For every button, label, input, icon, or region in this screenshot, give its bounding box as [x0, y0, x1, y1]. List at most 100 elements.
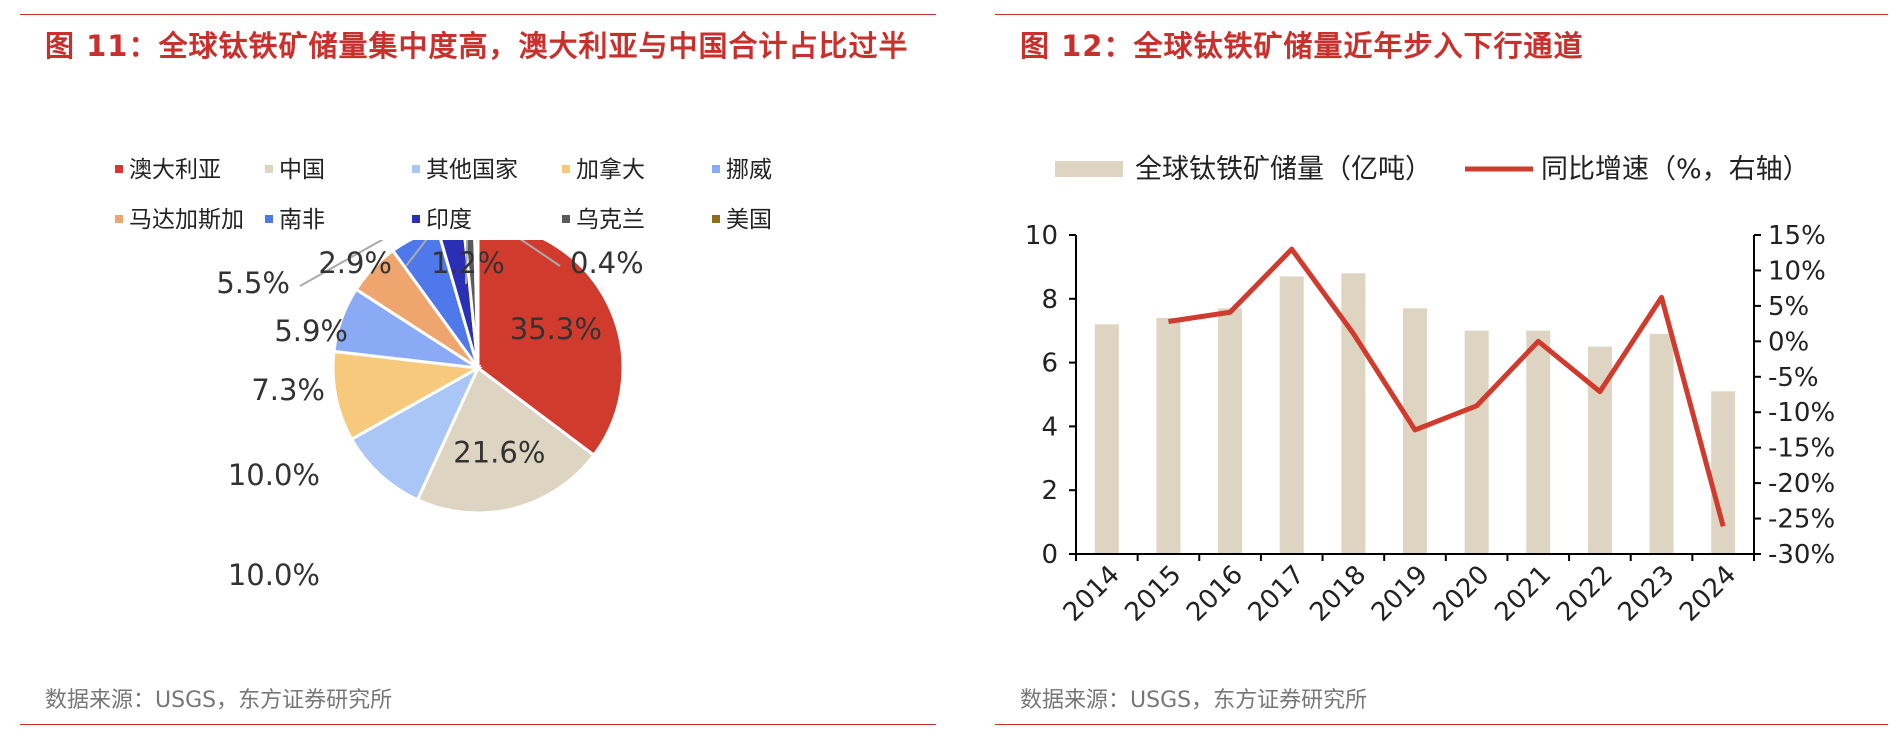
bar: [1464, 330, 1489, 554]
right-tick-label: -25%: [1768, 505, 1835, 535]
bar: [1156, 317, 1181, 554]
right-tick-label: -20%: [1768, 469, 1835, 499]
pie-slice: [331, 349, 483, 442]
legend-label: 马达加斯加: [129, 207, 244, 233]
pie-legend-item: 南非: [265, 200, 325, 234]
right-tick-label: -30%: [1768, 540, 1835, 570]
legend-swatch: [412, 164, 420, 173]
bottom-rule: [20, 724, 936, 725]
legend-label: 印度: [426, 207, 472, 233]
left-tick-label: 4: [1041, 412, 1058, 442]
legend-swatch: [115, 164, 123, 173]
chart-legend: 全球钛铁矿储量（亿吨） 同比增速（%，右轴）: [1055, 154, 1810, 185]
pie-leader-line: [519, 240, 561, 267]
bottom-rule: [995, 724, 1888, 725]
bar: [1094, 324, 1119, 554]
right-tick-label: 5%: [1768, 292, 1809, 322]
legend-swatch: [562, 164, 570, 173]
pie-legend-item: 马达加斯加: [115, 200, 244, 234]
legend-label: 中国: [279, 157, 325, 183]
x-tick-label: 2014: [1058, 560, 1126, 628]
right-tick-label: -10%: [1768, 398, 1835, 428]
legend-bar-swatch: [1055, 161, 1123, 177]
right-tick-label: 10%: [1768, 256, 1826, 286]
legend-bar-label: 全球钛铁矿储量（亿吨）: [1135, 154, 1432, 185]
legend-swatch: [265, 214, 273, 223]
right-tick-label: -15%: [1768, 434, 1835, 464]
left-figure-panel: 图 11：全球钛铁矿储量集中度高，澳大利亚与中国合计占比过半 澳大利亚 中国 其他国…: [0, 0, 940, 738]
pie-chart: 35.3% 21.6% 10.0% 10.0% 7.3% 5.9% 5.5% 2.9% 1.2%…: [216, 240, 644, 592]
top-rule: [995, 14, 1888, 15]
pie-value-label: 21.6%: [453, 435, 545, 469]
pie-slice: [476, 240, 625, 458]
figure-12-title: 图 12：全球钛铁矿储量近年步入下行通道: [1020, 29, 1584, 63]
pie-value-label: 2.9%: [318, 246, 392, 280]
pie-leader-line: [405, 240, 428, 267]
left-tick-label: 10: [1025, 221, 1058, 251]
pie-value-label: 5.9%: [274, 314, 348, 348]
bar: [1649, 333, 1674, 554]
pie-legend-item: 澳大利亚: [115, 150, 221, 184]
pie-legend-item: 挪威: [712, 150, 772, 184]
pie-value-label: 10.0%: [228, 558, 320, 592]
legend-swatch: [115, 214, 123, 223]
right-tick-label: 15%: [1768, 221, 1826, 251]
source-note: 数据来源：USGS，东方证券研究所: [1020, 688, 1368, 713]
legend-swatch: [562, 214, 570, 223]
x-tick-label: 2022: [1551, 560, 1619, 628]
right-tick-label: 0%: [1768, 327, 1809, 357]
pie-value-label: 7.3%: [251, 373, 325, 407]
pie-legend-item: 加拿大: [562, 150, 645, 184]
legend-label: 美国: [726, 207, 772, 233]
pie-slice: [473, 240, 480, 369]
x-tick-label: 2016: [1181, 560, 1249, 628]
left-tick-label: 6: [1041, 349, 1058, 379]
legend-swatch: [712, 214, 720, 223]
pie-legend-item: 乌克兰: [562, 200, 645, 234]
pie-value-label: 5.5%: [216, 266, 290, 300]
bar: [1218, 308, 1243, 554]
pie-leader-line: [465, 240, 469, 285]
bar: [1341, 273, 1366, 554]
pie-legend-item: 其他国家: [412, 150, 518, 184]
left-tick-label: 8: [1041, 285, 1058, 315]
pie-value-label: 35.3%: [510, 312, 602, 346]
legend-swatch: [712, 164, 720, 173]
left-tick-label: 0: [1041, 540, 1058, 570]
pie-slice: [349, 364, 482, 502]
source-note: 数据来源：USGS，东方证券研究所: [45, 688, 393, 713]
x-tick-label: 2023: [1612, 560, 1680, 628]
legend-label: 加拿大: [576, 157, 645, 183]
bar-line-chart: 全球钛铁矿储量（亿吨） 同比增速（%，右轴） 0 2 4 6 8 10 -30% -25% -20%…: [1025, 154, 1835, 628]
x-tick-label: 2020: [1428, 560, 1496, 628]
x-tick-label: 2021: [1489, 560, 1557, 628]
pie-legend-item: 美国: [712, 200, 772, 234]
legend-label: 乌克兰: [576, 207, 645, 233]
bar: [1279, 276, 1304, 554]
legend-label: 其他国家: [426, 157, 518, 183]
right-figure-panel: 图 12：全球钛铁矿储量近年步入下行通道 全球钛铁矿储量（亿吨） 同比增速（%，右…: [975, 0, 1892, 738]
legend-swatch: [265, 164, 273, 173]
x-tick-label: 2017: [1243, 560, 1311, 628]
pie-leader-line: [299, 240, 384, 287]
left-tick-label: 2: [1041, 476, 1058, 506]
x-tick-label: 2018: [1304, 560, 1372, 628]
pie-value-label: 10.0%: [228, 458, 320, 492]
right-tick-label: -5%: [1768, 363, 1819, 393]
x-tick-label: 2019: [1366, 560, 1434, 628]
legend-label: 南非: [279, 207, 325, 233]
growth-line: [1168, 246, 1726, 528]
legend-label: 澳大利亚: [129, 157, 221, 183]
pie-slice: [439, 240, 480, 369]
x-tick-label: 2024: [1674, 560, 1742, 628]
figure-11-title: 图 11：全球钛铁矿储量集中度高，澳大利亚与中国合计占比过半: [45, 29, 909, 63]
pie-legend-item: 中国: [265, 150, 325, 184]
pie-value-label: 1.2%: [431, 246, 505, 280]
pie-value-label: 0.4%: [570, 246, 644, 280]
bar: [1526, 330, 1551, 554]
pie-slice: [390, 240, 480, 369]
legend-label: 挪威: [726, 157, 772, 183]
pie-legend-item: 印度: [412, 200, 472, 234]
x-tick-label: 2015: [1119, 560, 1187, 628]
legend-swatch: [412, 214, 420, 223]
